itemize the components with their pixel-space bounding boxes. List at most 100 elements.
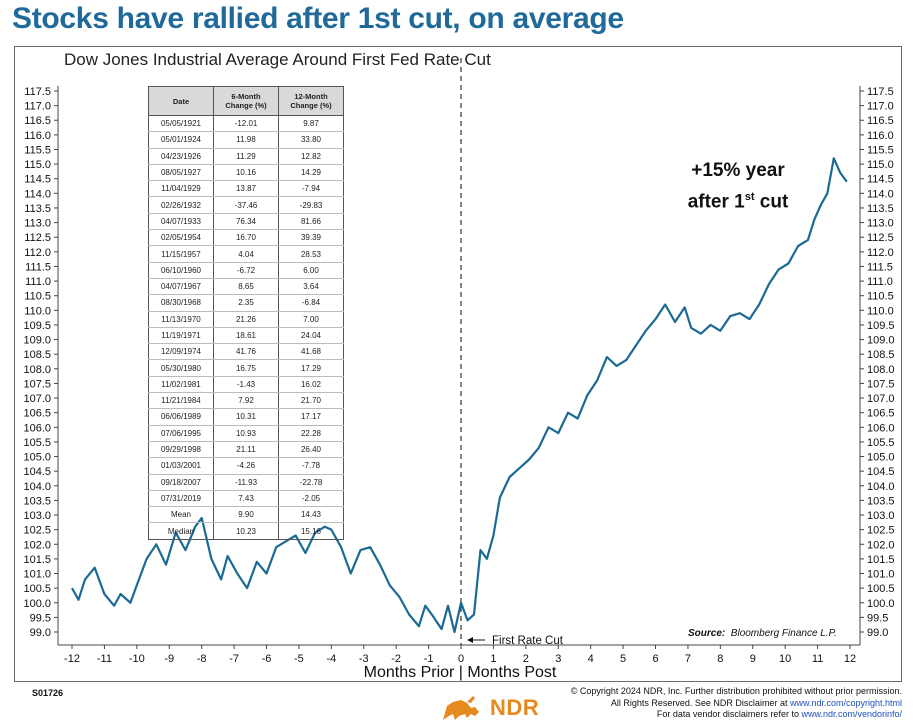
copyright-link[interactable]: www.ndr.com/copyright.html — [789, 697, 902, 708]
footer-line-3-text: For data vendor disclaimers refer to — [656, 709, 802, 719]
table-row: 11/19/1971 18.61 24.04 — [148, 327, 344, 345]
footer-line-1: © Copyright 2024 NDR, Inc. Further distr… — [570, 686, 902, 696]
y-tick-label-right: 116.0 — [867, 130, 894, 142]
y-tick-label-right: 100.0 — [867, 598, 895, 610]
x-axis-title: Months Prior | Months Post — [363, 664, 557, 681]
y-tick-label-right: 105.5 — [867, 437, 895, 449]
annotation-text: after 1 — [687, 191, 745, 213]
y-tick-label-right: 99.5 — [867, 612, 888, 624]
cell-12-month-change: -22.78 — [278, 474, 344, 491]
cell-date: 05/01/1924 — [148, 131, 214, 149]
y-tick-label-right: 100.5 — [867, 583, 895, 595]
footer-line-2: All Rights Reserved. See NDR Disclaimer … — [571, 698, 902, 710]
y-tick-label-left: 103.0 — [23, 510, 51, 522]
y-tick-label-right: 104.5 — [867, 466, 895, 478]
y-tick-label-left: 102.0 — [23, 539, 51, 551]
y-tick-label-left: 107.0 — [23, 393, 51, 405]
x-tick-label: -12 — [64, 653, 80, 665]
y-tick-label-left: 112.0 — [24, 247, 51, 259]
x-tick-label: -3 — [359, 653, 369, 665]
cell-date: 04/07/1967 — [148, 278, 214, 296]
y-tick-label-right: 112.5 — [867, 232, 894, 244]
cell-12-month-change: 24.04 — [278, 327, 344, 345]
cell-date: 08/30/1968 — [148, 294, 214, 312]
cell-12-month-change: 26.40 — [278, 441, 344, 459]
y-tick-label-right: 105.0 — [867, 452, 895, 464]
x-tick-label: -11 — [97, 653, 112, 665]
y-tick-label-left: 115.0 — [24, 159, 51, 171]
cell-12-month-change: 3.64 — [278, 278, 344, 296]
vendor-info-link[interactable]: www.ndr.com/vendorinfo/ — [801, 709, 902, 719]
cell-12-month-change: 22.28 — [278, 425, 344, 442]
cell-date: 11/19/1971 — [148, 327, 214, 345]
y-tick-label-right: 106.0 — [867, 422, 895, 434]
y-tick-label-left: 106.5 — [23, 408, 51, 420]
y-tick-label-right: 99.0 — [867, 627, 888, 639]
cell-6-month-change: 10.16 — [213, 164, 279, 182]
annotation-line-1: +15% year — [691, 160, 785, 181]
x-tick-label: -2 — [391, 653, 401, 665]
cell-date: 04/07/1933 — [148, 213, 214, 231]
x-tick-label: -5 — [294, 653, 304, 665]
y-tick-label-right: 115.5 — [867, 144, 894, 156]
y-tick-label-right: 110.0 — [867, 305, 894, 317]
table-row: 05/05/1921 -12.01 9.87 — [148, 115, 344, 133]
y-tick-label-left: 115.5 — [24, 144, 51, 156]
y-tick-label-left: 109.0 — [23, 335, 51, 347]
y-tick-label-right: 111.0 — [867, 276, 893, 288]
cell-12-month-change: 81.66 — [278, 213, 344, 231]
y-tick-label-left: 105.0 — [23, 452, 51, 464]
table-row: 02/26/1932 -37.46 -29.83 — [148, 196, 344, 214]
cell-date: 11/13/1970 — [148, 311, 214, 328]
y-tick-label-left: 104.0 — [23, 481, 51, 493]
x-tick-label: -10 — [129, 653, 145, 665]
cell-12-month-change: 14.29 — [278, 164, 344, 182]
y-tick-label-left: 117.5 — [24, 86, 51, 98]
y-tick-label-right: 114.0 — [867, 188, 894, 200]
x-tick-label: 10 — [779, 653, 791, 665]
cell-12-month-change: 16.02 — [278, 376, 344, 394]
cell-6-month-change: 41.76 — [213, 343, 279, 361]
cell-12-month-change: 12.82 — [278, 148, 344, 165]
cell-12-month-change: 33.80 — [278, 131, 344, 149]
x-tick-label: 5 — [620, 653, 626, 665]
y-tick-label-left: 100.0 — [23, 598, 51, 610]
table-row: 07/31/2019 7.43 -2.05 — [148, 490, 344, 508]
cell-12-month-change: 28.53 — [278, 245, 344, 263]
cell-6-month-change: -4.26 — [213, 457, 279, 475]
cell-6-month-change: 8.65 — [213, 278, 279, 296]
copyright-footer: © Copyright 2024 NDR, Inc. Further distr… — [571, 686, 902, 721]
x-tick-label: -6 — [262, 653, 272, 665]
cell-12-month-change: 39.39 — [278, 229, 344, 247]
cell-6-month-change: 13.87 — [213, 180, 279, 198]
y-tick-label-left: 114.5 — [24, 174, 51, 186]
y-tick-label-right: 102.0 — [867, 539, 895, 551]
cell-6-month-change: 21.26 — [213, 311, 279, 328]
table-row: 04/07/1933 76.34 81.66 — [148, 213, 344, 231]
cell-6-month-change: -6.72 — [213, 262, 279, 279]
cell-12-month-change: 6.00 — [278, 262, 344, 279]
cell-6-month-change: 76.34 — [213, 213, 279, 231]
column-header-12-month: 12-Month Change (%) — [278, 86, 344, 116]
y-tick-label-right: 101.0 — [867, 569, 895, 581]
y-tick-label-left: 99.5 — [30, 612, 51, 624]
source-text: Bloomberg Finance L.P. — [730, 628, 837, 639]
x-tick-label: -4 — [326, 653, 336, 665]
rate-cut-table: Date 6-Month Change (%) 12-Month Change … — [148, 86, 344, 540]
y-tick-label-right: 103.0 — [867, 510, 895, 522]
cell-date: 07/06/1995 — [148, 425, 214, 442]
y-tick-label-left: 116.0 — [24, 130, 51, 142]
cell-6-month-change: 21.11 — [213, 441, 279, 459]
y-tick-label-right: 101.5 — [867, 554, 895, 566]
cell-date: 05/05/1921 — [148, 115, 214, 133]
y-tick-label-right: 109.5 — [867, 320, 895, 332]
y-tick-label-left: 102.5 — [23, 525, 51, 537]
cell-6-month-change: 10.93 — [213, 425, 279, 442]
table-body: 05/05/1921 -12.01 9.87 05/01/1924 11.98 33.80… — [148, 115, 344, 540]
y-tick-label-left: 108.0 — [23, 364, 51, 376]
cell-date: 07/31/2019 — [148, 490, 214, 508]
y-tick-label-left: 114.0 — [24, 188, 51, 200]
cell-date: 08/05/1927 — [148, 164, 214, 182]
cell-12-month-change: -7.94 — [278, 180, 344, 198]
